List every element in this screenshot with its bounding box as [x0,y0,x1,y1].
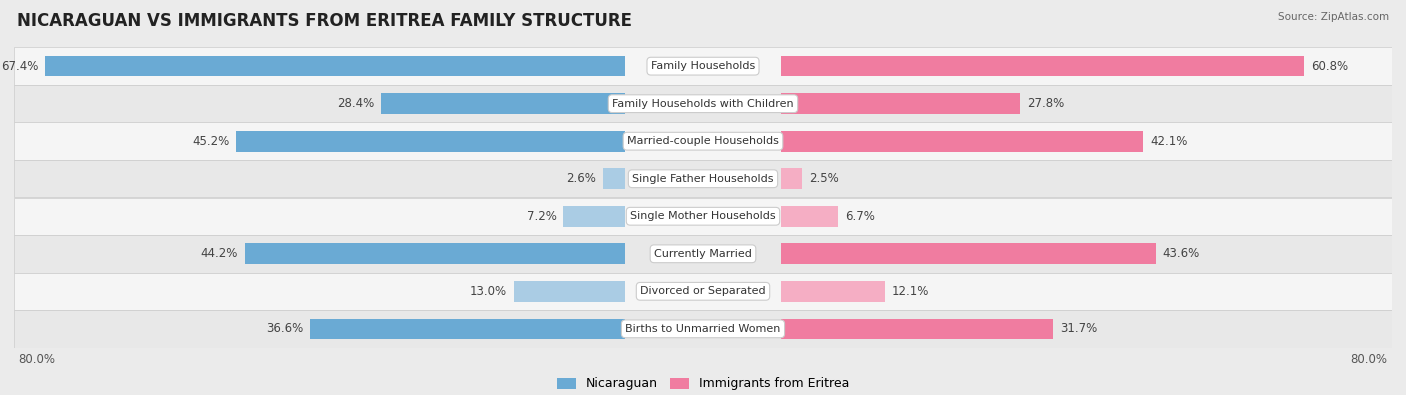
Text: Births to Unmarried Women: Births to Unmarried Women [626,324,780,334]
Bar [236,131,626,152]
Text: 80.0%: 80.0% [1351,353,1388,366]
Text: Source: ZipAtlas.com: Source: ZipAtlas.com [1278,12,1389,22]
Text: 67.4%: 67.4% [1,60,38,73]
Bar [780,131,1143,152]
Bar [14,198,1392,235]
Bar [14,122,1392,160]
Text: 12.1%: 12.1% [891,285,929,298]
Bar [245,243,626,264]
Bar [780,56,1305,77]
Bar [14,47,1392,85]
Bar [14,273,1392,310]
Text: 36.6%: 36.6% [266,322,304,335]
Text: Married-couple Households: Married-couple Households [627,136,779,146]
Bar [564,206,626,227]
Text: 27.8%: 27.8% [1026,97,1064,110]
Bar [14,310,1392,348]
Legend: Nicaraguan, Immigrants from Eritrea: Nicaraguan, Immigrants from Eritrea [551,372,855,395]
Text: Single Mother Households: Single Mother Households [630,211,776,221]
Bar [780,206,838,227]
Bar [780,168,801,189]
Bar [603,168,626,189]
Text: 2.6%: 2.6% [567,172,596,185]
Bar [780,318,1053,339]
Bar [780,93,1019,114]
Text: Family Households: Family Households [651,61,755,71]
Text: Family Households with Children: Family Households with Children [612,99,794,109]
Bar [513,281,626,302]
Text: 45.2%: 45.2% [193,135,229,148]
Text: 44.2%: 44.2% [201,247,238,260]
Text: 6.7%: 6.7% [845,210,875,223]
Text: 13.0%: 13.0% [470,285,506,298]
Text: Currently Married: Currently Married [654,249,752,259]
Text: 28.4%: 28.4% [337,97,374,110]
Bar [45,56,626,77]
Text: 60.8%: 60.8% [1310,60,1348,73]
Text: Divorced or Separated: Divorced or Separated [640,286,766,296]
Bar [381,93,626,114]
Text: 2.5%: 2.5% [808,172,838,185]
Text: 43.6%: 43.6% [1163,247,1201,260]
Text: 31.7%: 31.7% [1060,322,1098,335]
Bar [311,318,626,339]
Bar [14,85,1392,122]
Text: Single Father Households: Single Father Households [633,174,773,184]
Bar [14,235,1392,273]
Text: NICARAGUAN VS IMMIGRANTS FROM ERITREA FAMILY STRUCTURE: NICARAGUAN VS IMMIGRANTS FROM ERITREA FA… [17,12,631,30]
Bar [780,281,884,302]
Text: 7.2%: 7.2% [527,210,557,223]
Bar [780,243,1156,264]
Text: 80.0%: 80.0% [18,353,55,366]
Text: 42.1%: 42.1% [1150,135,1187,148]
Bar [14,160,1392,198]
